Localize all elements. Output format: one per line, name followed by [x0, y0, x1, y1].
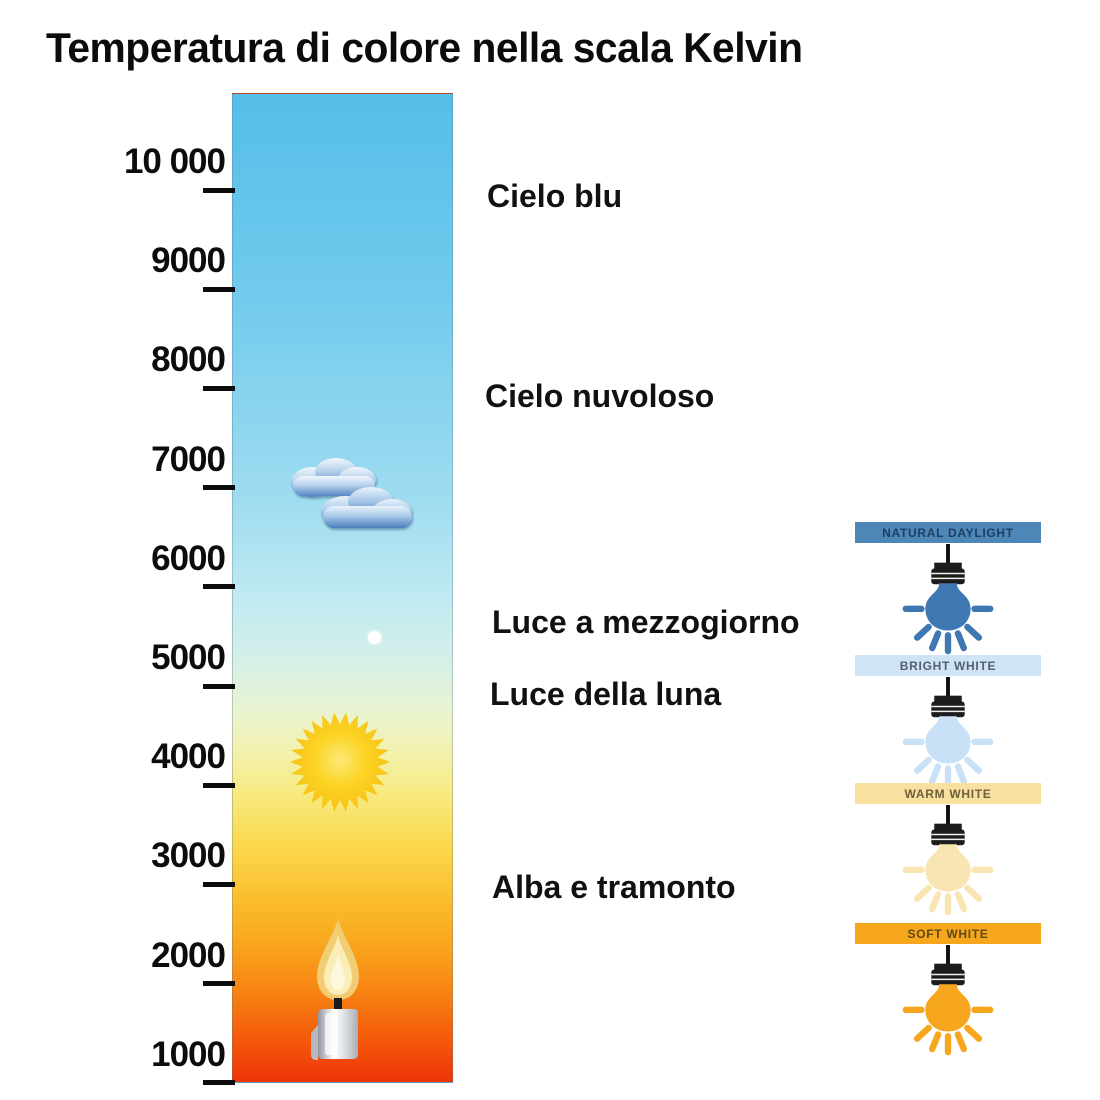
annotation-label: Cielo nuvoloso: [485, 378, 715, 414]
white-type-banner: WARM WHITE: [855, 783, 1041, 804]
axis-tick-mark: [203, 881, 235, 887]
axis-tick-label: 8000: [151, 340, 226, 380]
white-type-banner: NATURAL DAYLIGHT: [855, 522, 1041, 543]
axis-tick-mark: [203, 187, 235, 193]
annotation-label: Luce della luna: [490, 676, 722, 712]
white-type-label: SOFT WHITE: [907, 926, 989, 941]
annotation-label: Alba e tramonto: [492, 869, 736, 905]
axis-tick-label: 4000: [151, 737, 226, 777]
white-type-banner: BRIGHT WHITE: [855, 655, 1041, 676]
axis-tick-mark: [203, 782, 235, 788]
moon-dot-icon: [368, 631, 381, 644]
axis-tick-label: 9000: [151, 241, 226, 281]
axis-tick-label: 6000: [151, 538, 226, 578]
lightbulb-icon: [902, 805, 994, 916]
white-type-label: WARM WHITE: [904, 786, 992, 801]
axis-tick-label: 10 000: [123, 142, 226, 181]
kelvin-gradient-bar: [232, 93, 453, 1083]
white-type-label: NATURAL DAYLIGHT: [882, 525, 1014, 540]
axis-tick-label: 7000: [151, 439, 226, 479]
white-type-banner: SOFT WHITE: [855, 923, 1041, 944]
axis-tick-mark: [203, 981, 235, 987]
axis-tick-label: 3000: [151, 836, 226, 876]
page-title: Temperatura di colore nella scala Kelvin: [46, 24, 803, 71]
axis-tick-label: 2000: [151, 935, 226, 975]
white-type-label: BRIGHT WHITE: [899, 658, 997, 673]
axis-tick-mark: [203, 485, 235, 491]
candle-icon: [311, 919, 359, 1060]
axis-tick-mark: [203, 584, 235, 590]
annotation-label: Cielo blu: [487, 178, 623, 214]
axis-tick-label: 5000: [151, 638, 226, 677]
sun-icon: [290, 712, 390, 812]
lightbulb-icon: [902, 677, 994, 788]
axis-tick-mark: [203, 683, 235, 689]
annotation-label: Luce a mezzogiorno: [492, 604, 800, 640]
axis-tick-label: 1000: [151, 1034, 226, 1074]
lightbulb-icon: [902, 544, 994, 655]
axis-tick-mark: [203, 385, 235, 391]
clouds-icon: [291, 458, 412, 528]
lightbulb-icon: [902, 945, 994, 1056]
axis-tick-mark: [203, 286, 235, 292]
axis-tick-mark: [203, 1080, 235, 1086]
